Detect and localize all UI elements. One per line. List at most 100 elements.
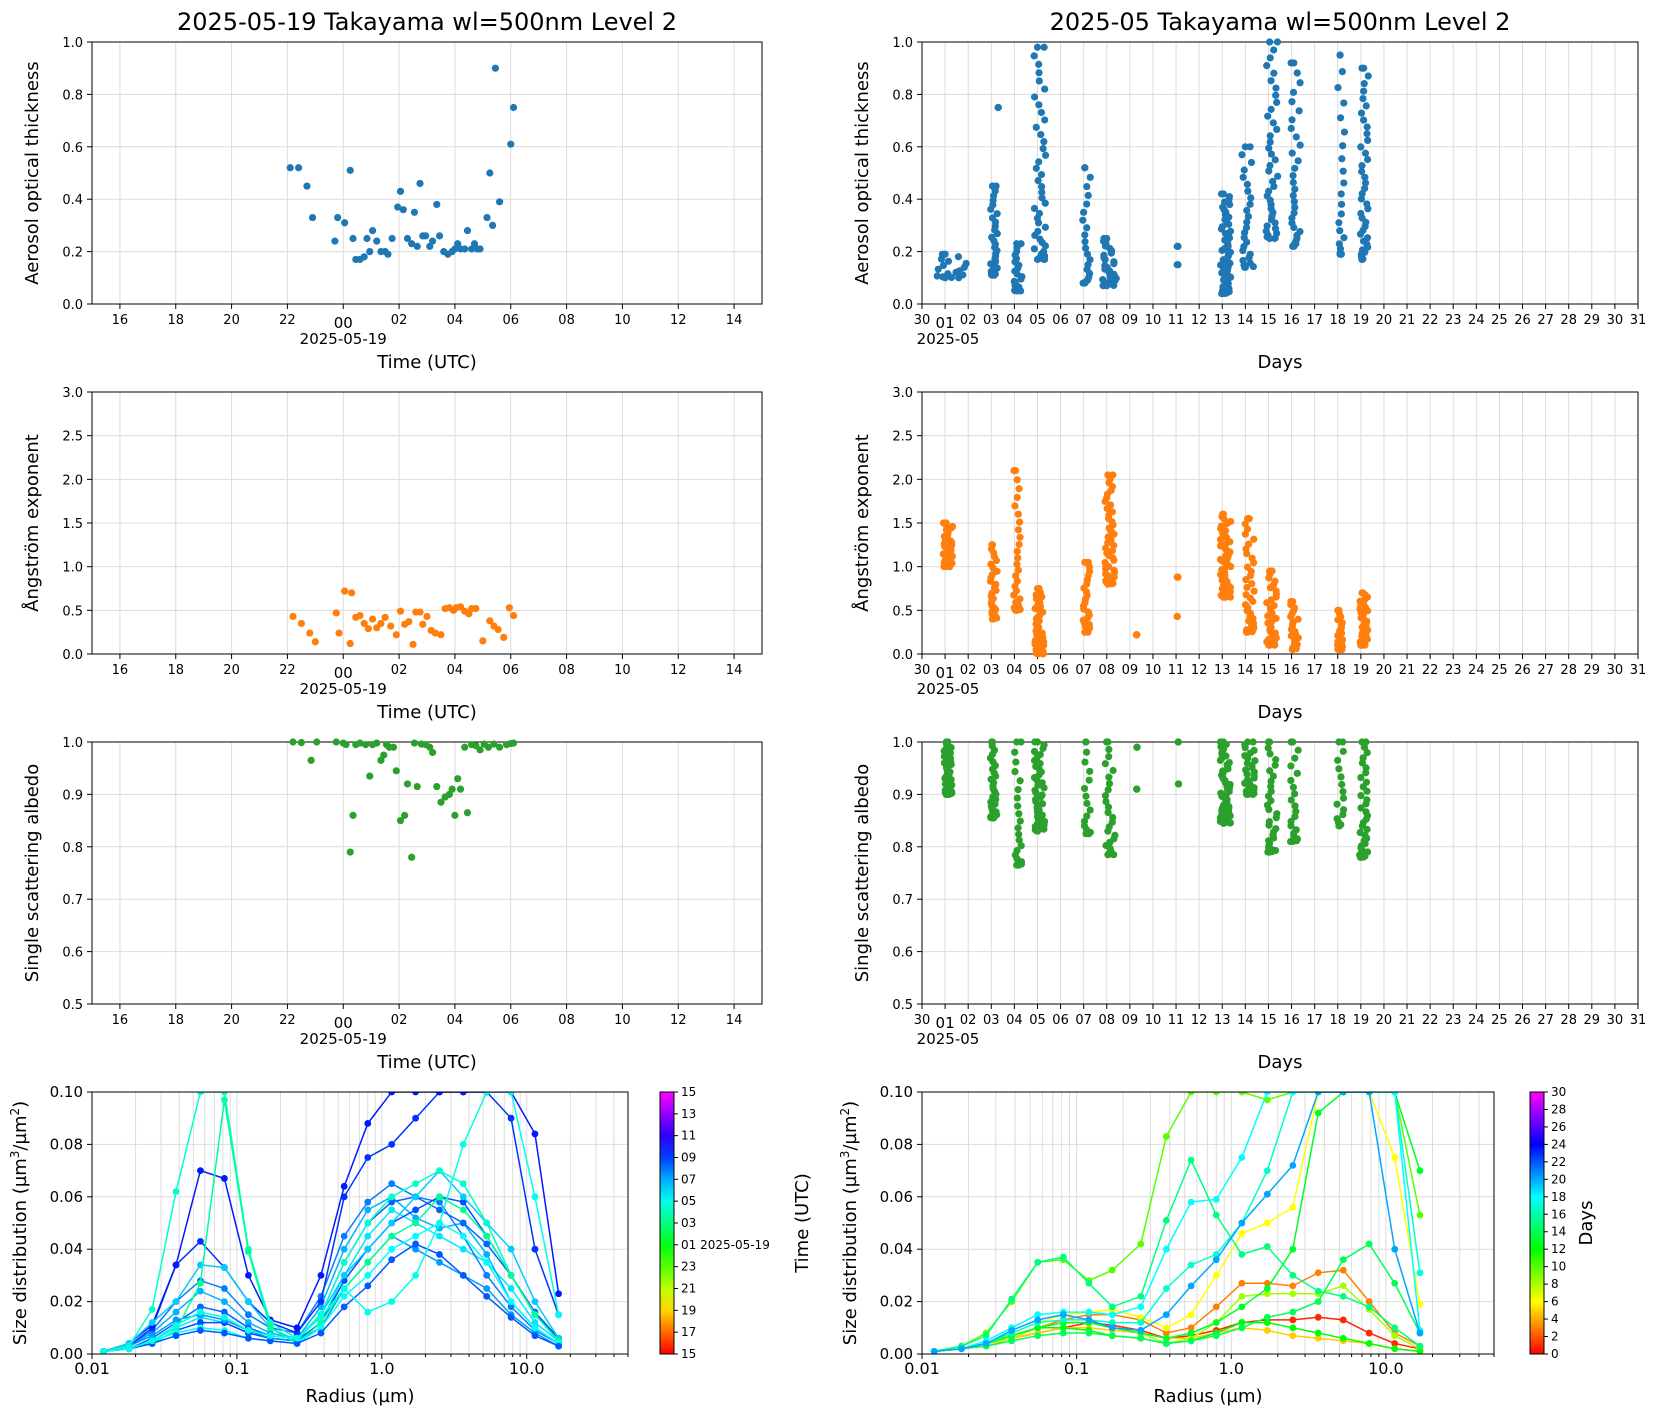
series-point (1339, 1316, 1347, 1324)
data-point (1293, 769, 1301, 777)
data-point (1030, 52, 1038, 60)
colorbar-tick-label: 14 (1551, 1225, 1566, 1239)
data-point (1359, 754, 1367, 762)
y-label-part: ) (840, 1101, 861, 1108)
series-point (412, 1092, 419, 1096)
data-point (1245, 540, 1253, 548)
y-tick-label: 0.8 (62, 841, 83, 856)
x-tick-label: 20 (1376, 313, 1393, 328)
y-tick-label: 1.0 (892, 561, 913, 576)
data-point (1036, 759, 1044, 768)
colorbar-tick-label: 21 (681, 1282, 696, 1296)
series-point (483, 1232, 491, 1240)
data-point (408, 853, 416, 861)
y-tick-label: 1.0 (892, 736, 913, 751)
series-point (1187, 1198, 1195, 1206)
y-tick-label: 0.08 (50, 1135, 83, 1153)
data-point (1361, 184, 1369, 193)
series-point (1314, 1109, 1322, 1117)
series-line (103, 1243, 559, 1353)
x-tick-label: 21 (1399, 313, 1416, 328)
data-point (1266, 641, 1274, 649)
series-point (507, 1114, 515, 1122)
x-tick-label: 22 (279, 1013, 296, 1028)
data-point (1035, 77, 1043, 85)
data-point (1271, 761, 1279, 769)
data-point (1246, 259, 1254, 267)
x-tick-label: 02 (960, 313, 977, 328)
data-point (1041, 151, 1050, 159)
data-point (463, 809, 472, 817)
series-point (1059, 1329, 1067, 1337)
series-point (1108, 1311, 1116, 1319)
data-point (1040, 817, 1049, 825)
x-tick-label: 18 (1329, 1013, 1346, 1028)
x-tick-label: 02 (391, 663, 408, 678)
data-point (341, 219, 349, 227)
data-point (392, 631, 400, 639)
series-point (531, 1324, 539, 1332)
data-point (401, 811, 409, 819)
series-point (221, 1092, 228, 1096)
data-point (1033, 255, 1042, 264)
x-tick-label: 24 (1468, 313, 1485, 328)
data-point (476, 245, 484, 253)
data-point (1219, 819, 1228, 827)
chart-title: 2025-05 Takayama wl=500nm Level 2 (1050, 8, 1511, 36)
series-point (266, 1324, 274, 1332)
series-point (1263, 1319, 1271, 1326)
data-point (1016, 595, 1024, 603)
data-point (437, 798, 445, 806)
series-point (958, 1345, 965, 1353)
data-point (1289, 837, 1297, 846)
y-axis-label: Aerosol optical thickness (852, 61, 873, 284)
x-tick-label: 12 (1191, 1013, 1208, 1028)
x-tick-label: 09 (1122, 313, 1139, 328)
data-point (1104, 738, 1112, 746)
data-point (1084, 191, 1092, 200)
data-point (413, 782, 421, 791)
series-line (103, 1169, 560, 1353)
series-point (555, 1342, 563, 1350)
data-point (1109, 813, 1117, 822)
series-point (412, 1206, 419, 1214)
x-tick-label: 22 (279, 313, 296, 328)
data-point (1340, 128, 1349, 136)
series-point (197, 1327, 204, 1334)
data-point (1038, 629, 1046, 637)
x-tick-label: 18 (1329, 663, 1346, 678)
data-point (1296, 228, 1304, 236)
series-point (1263, 1190, 1271, 1198)
data-point (1010, 277, 1018, 285)
data-point (1337, 210, 1345, 218)
data-point (1267, 77, 1275, 85)
data-point (1288, 116, 1296, 124)
y-tick-label: 0.5 (62, 998, 83, 1013)
series-point (1289, 1332, 1297, 1340)
series-point (982, 1332, 990, 1340)
series-line (103, 1208, 560, 1353)
data-point (1335, 606, 1343, 614)
data-point (1015, 836, 1023, 844)
data-point (1086, 256, 1094, 264)
data-point (509, 103, 518, 112)
x-tick-label: 12 (1191, 663, 1208, 678)
series-point (1137, 1303, 1145, 1311)
data-point (416, 608, 424, 616)
data-point (1243, 583, 1251, 592)
series-point (1314, 1269, 1322, 1277)
x-tick-label: 29 (1584, 313, 1601, 328)
data-point (451, 811, 459, 819)
data-point (394, 203, 402, 211)
series-point (1238, 1319, 1246, 1326)
series-point (483, 1219, 491, 1227)
data-point (346, 848, 354, 856)
data-point (1270, 69, 1278, 77)
data-point (403, 780, 412, 788)
series-line (103, 1092, 560, 1353)
data-point (1294, 157, 1302, 165)
data-point (1082, 792, 1090, 800)
y-tick-label: 3.0 (62, 386, 83, 401)
data-point (491, 64, 499, 72)
y-tick-label: 0.00 (880, 1345, 913, 1363)
